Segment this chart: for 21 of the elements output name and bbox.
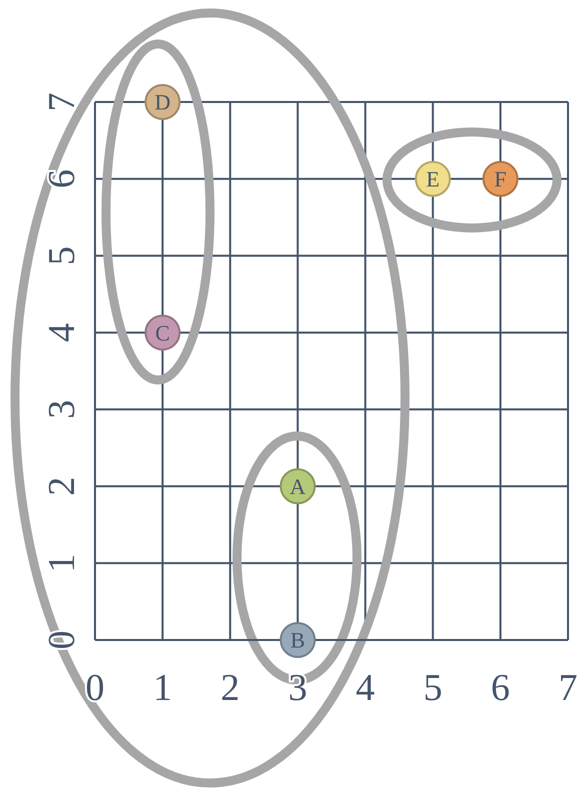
series-label: E — [426, 166, 440, 192]
y-tick-label: 2 — [41, 476, 83, 496]
x-tick-label: 4 — [356, 667, 375, 709]
y-tick-label: 4 — [41, 323, 83, 342]
y-tick-label: 1 — [41, 554, 83, 573]
series-label: B — [290, 628, 306, 653]
y-tick-label: 6 — [41, 169, 83, 188]
series-label: D — [154, 90, 171, 115]
y-tick-label: 7 — [41, 92, 83, 112]
x-tick-label: 3 — [288, 667, 308, 709]
series-label: A — [290, 474, 306, 499]
y-tick-label: 3 — [41, 400, 83, 419]
y-tick-label: 0 — [41, 630, 83, 650]
x-tick-label: 6 — [490, 667, 510, 709]
series-label: F — [494, 166, 507, 192]
x-tick-label: 1 — [153, 667, 172, 709]
y-tick-label: 5 — [41, 246, 83, 266]
x-tick-label: 7 — [558, 667, 578, 709]
series-label: C — [155, 320, 170, 346]
x-tick-label: 2 — [220, 667, 240, 709]
x-tick-label: 5 — [423, 667, 442, 709]
